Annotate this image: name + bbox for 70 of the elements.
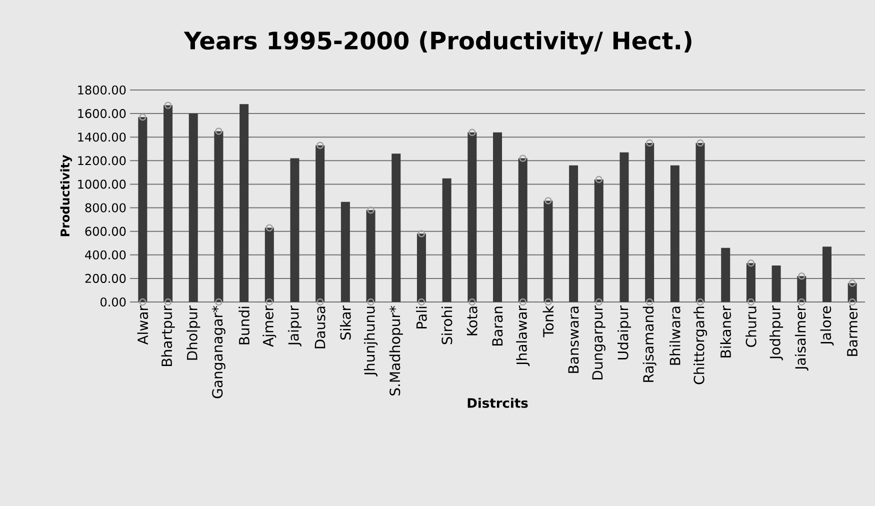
bar bbox=[797, 276, 806, 302]
bar bbox=[214, 131, 224, 302]
bar bbox=[188, 114, 198, 302]
y-tick-label: 600.00 bbox=[85, 226, 126, 236]
x-tick-label: Bhilwara bbox=[670, 306, 680, 365]
x-tick-label: Barmer bbox=[847, 306, 858, 356]
bar bbox=[240, 104, 249, 302]
y-tick-label: 200.00 bbox=[85, 274, 126, 283]
x-tick-label: Jaisalmer bbox=[794, 306, 808, 371]
bar bbox=[442, 178, 452, 302]
x-tick-label: Dausa bbox=[314, 306, 326, 348]
x-tick-label: Kota bbox=[466, 306, 478, 336]
x-tick-label: Sirohi bbox=[441, 306, 452, 344]
bar bbox=[822, 246, 832, 302]
x-tick-label: Pali bbox=[416, 306, 427, 328]
bar bbox=[569, 165, 578, 302]
y-tick-label: 800.00 bbox=[85, 203, 126, 212]
x-tick-label: Jodhpur bbox=[770, 306, 784, 360]
y-tick-label: 1800.00 bbox=[78, 85, 126, 95]
bar bbox=[468, 132, 477, 302]
bar bbox=[518, 158, 528, 302]
x-tick-label: Rajsamand bbox=[642, 306, 656, 382]
bar bbox=[594, 180, 604, 302]
bar bbox=[366, 210, 376, 302]
y-tick-label: 1200.00 bbox=[78, 156, 126, 166]
y-tick-label: 0.00 bbox=[100, 297, 126, 307]
bar bbox=[620, 152, 629, 302]
bar bbox=[290, 158, 300, 302]
chart-title: Years 1995-2000 (Productivity/ Hect.) bbox=[184, 31, 692, 54]
bar bbox=[696, 143, 705, 302]
x-tick-label: Sikar bbox=[340, 306, 351, 340]
x-tick-label: Jhalawar bbox=[516, 306, 530, 366]
x-tick-label: Bhartpur bbox=[161, 306, 175, 366]
bar bbox=[544, 200, 553, 302]
bar bbox=[772, 265, 781, 302]
bar bbox=[645, 143, 654, 302]
x-tick-label: Churu bbox=[746, 306, 756, 347]
bar bbox=[340, 202, 350, 302]
x-tick-label: Bikaner bbox=[720, 306, 732, 358]
y-axis-title: Productivity bbox=[60, 154, 72, 236]
x-tick-label: Ganganagar* bbox=[212, 306, 226, 398]
bar bbox=[721, 248, 730, 302]
bar bbox=[493, 132, 502, 302]
bar bbox=[316, 145, 325, 302]
x-tick-label: Udaipur bbox=[617, 306, 632, 360]
x-tick-label: Dungarpur bbox=[592, 306, 606, 380]
bar bbox=[746, 263, 756, 302]
bar bbox=[416, 234, 426, 302]
x-tick-label: Ajmer bbox=[262, 306, 276, 347]
y-tick-label: 400.00 bbox=[85, 250, 126, 260]
x-tick-label: Bundi bbox=[238, 306, 250, 344]
x-tick-label: Banswara bbox=[568, 306, 579, 373]
x-tick-label: Chittorgarh bbox=[693, 306, 708, 384]
bar bbox=[670, 165, 680, 302]
y-tick-label: 1000.00 bbox=[78, 180, 126, 189]
x-tick-label: Baran bbox=[492, 306, 503, 346]
bar bbox=[164, 105, 173, 302]
x-axis-title: Distrcits bbox=[468, 398, 528, 408]
bar bbox=[138, 117, 148, 302]
bar bbox=[264, 228, 274, 302]
bar bbox=[392, 154, 401, 302]
x-tick-label: Jalore bbox=[820, 306, 834, 346]
x-tick-label: Dholpur bbox=[186, 306, 200, 360]
x-tick-label: Jhunjhunu bbox=[364, 306, 378, 376]
x-tick-label: Alwar bbox=[137, 306, 148, 345]
x-tick-label: Tonk bbox=[542, 306, 554, 338]
x-tick-label: Jaipur bbox=[288, 306, 302, 346]
x-tick-label: S.Madhopur* bbox=[389, 306, 403, 396]
y-tick-label: 1600.00 bbox=[78, 109, 126, 118]
y-tick-label: 1400.00 bbox=[78, 132, 126, 142]
